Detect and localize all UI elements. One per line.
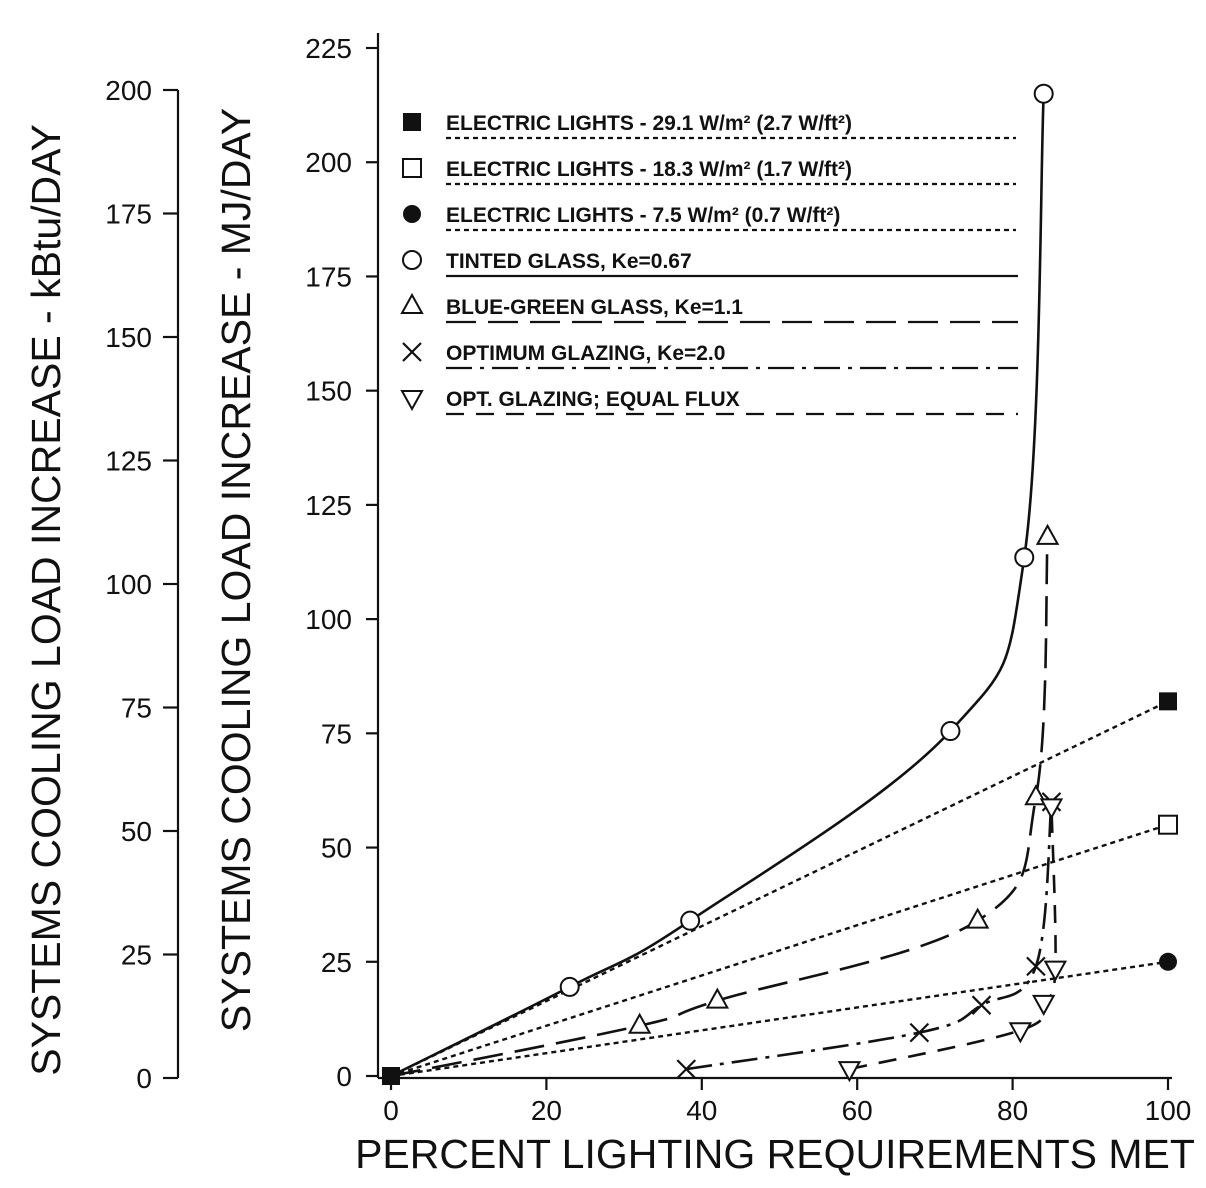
secondary-y-tick-label: 150 (105, 322, 152, 353)
y-tick-label: 0 (336, 1061, 352, 1092)
series-layer (382, 83, 1178, 1085)
data-point-down-triangle (400, 390, 424, 412)
legend-label: ELECTRIC LIGHTS - 7.5 W/m² (0.7 W/ft²) (446, 204, 840, 227)
secondary-y-tick-label: 175 (105, 199, 152, 230)
data-point-filled-square (1159, 692, 1177, 711)
data-point-open-circle (559, 976, 580, 997)
x-ticks: 0 20 40 60 80 100 (383, 1078, 1191, 1126)
y-tick-label: 75 (321, 718, 352, 749)
secondary-y-ticks: 0 25 50 75 100 125 150 175 200 (105, 75, 178, 1094)
series-line (390, 536, 1049, 1078)
secondary-y-tick-label: 25 (121, 940, 152, 971)
data-point-open-triangle (400, 292, 424, 314)
y-tick-label: 25 (321, 947, 352, 978)
series-line (686, 801, 1053, 1071)
secondary-y-tick-label: 200 (105, 75, 152, 106)
x-tick-label: 0 (383, 1095, 399, 1126)
legend-label: ELECTRIC LIGHTS - 18.3 W/m² (1.7 W/ft²) (446, 158, 852, 181)
data-point-open-triangle (705, 987, 730, 1009)
primary-y-axis: 0 25 50 75 100 125 150 175 200 225 (305, 33, 380, 1092)
data-point-open-square (402, 158, 422, 178)
data-point-open-circle (402, 250, 422, 270)
x-axis: 0 20 40 60 80 100 (378, 1076, 1191, 1126)
legend: ELECTRIC LIGHTS - 29.1 W/m² (2.7 W/ft²) E… (400, 112, 1018, 416)
series-line (390, 960, 1169, 1078)
data-point-open-square (1158, 814, 1178, 835)
series-7 (837, 798, 1068, 1083)
data-point-open-circle (680, 910, 701, 931)
series-5 (390, 523, 1060, 1078)
series-line (390, 93, 1045, 1078)
data-point-open-triangle (1035, 523, 1060, 545)
y-tick-label: 125 (305, 490, 352, 521)
legend-label: BLUE-GREEN GLASS, Ke=1.1 (446, 296, 743, 319)
data-point-open-circle (940, 721, 961, 742)
series-4 (390, 83, 1054, 1078)
data-point-x (676, 1059, 697, 1079)
primary-y-axis-title: SYSTEMS COOLING LOAD INCREASE - MJ/DAY (213, 108, 259, 1032)
legend-label: ELECTRIC LIGHTS - 29.1 W/m² (2.7 W/ft²) (446, 112, 852, 135)
secondary-y-tick-label: 125 (105, 446, 152, 477)
legend-item: ELECTRIC LIGHTS - 18.3 W/m² (1.7 W/ft²) (402, 158, 1016, 186)
secondary-y-tick-label: 100 (105, 569, 152, 600)
y-tick-label: 100 (305, 604, 352, 635)
x-tick-label: 100 (1145, 1095, 1192, 1126)
series-6 (676, 792, 1062, 1079)
data-point-x (909, 1022, 930, 1043)
x-axis-title: PERCENT LIGHTING REQUIREMENTS MET (355, 1131, 1195, 1177)
data-point-filled-circle (403, 205, 421, 223)
x-tick-label: 20 (531, 1095, 562, 1126)
data-point-x (971, 995, 992, 1015)
secondary-y-axis-title: SYSTEMS COOLING LOAD INCREASE - kBtu/DAY (23, 124, 69, 1076)
series-1 (382, 692, 1177, 1085)
legend-item: ELECTRIC LIGHTS - 29.1 W/m² (2.7 W/ft²) (403, 112, 1016, 140)
secondary-y-tick-label: 50 (121, 816, 152, 847)
data-point-x (1026, 956, 1046, 977)
data-point-filled-circle (1159, 952, 1177, 971)
data-point-down-triangle (1008, 1022, 1033, 1044)
data-point-open-triangle (965, 907, 990, 929)
data-point-open-circle (1014, 547, 1035, 568)
x-tick-label: 60 (842, 1095, 873, 1126)
data-point-x (402, 342, 422, 362)
legend-item: OPTIMUM GLAZING, Ke=2.0 (402, 342, 1018, 370)
y-tick-label: 175 (305, 261, 352, 292)
data-point-open-circle (1033, 83, 1054, 104)
legend-label: OPT. GLAZING; EQUAL FLUX (446, 388, 740, 411)
legend-label: TINTED GLASS, Ke=0.67 (446, 250, 692, 273)
data-point-open-triangle (627, 1012, 652, 1034)
series-2 (390, 814, 1178, 1078)
y-tick-label: 200 (305, 147, 352, 178)
legend-item: BLUE-GREEN GLASS, Ke=1.1 (400, 292, 1018, 324)
x-tick-label: 40 (686, 1095, 717, 1126)
legend-item: TINTED GLASS, Ke=0.67 (402, 250, 1018, 278)
data-point-down-triangle (1043, 960, 1068, 982)
legend-label: OPTIMUM GLAZING, Ke=2.0 (446, 342, 725, 365)
secondary-y-axis: 0 25 50 75 100 125 150 175 200 (105, 75, 180, 1094)
legend-item: ELECTRIC LIGHTS - 7.5 W/m² (0.7 W/ft²) (403, 204, 1016, 232)
data-point-filled-square (403, 113, 421, 131)
series-3 (390, 952, 1177, 1078)
y-tick-label: 150 (305, 376, 352, 407)
y-tick-label: 50 (321, 833, 352, 864)
x-tick-label: 80 (997, 1095, 1028, 1126)
primary-y-ticks: 0 25 50 75 100 125 150 175 200 225 (305, 33, 378, 1092)
secondary-y-tick-label: 0 (136, 1063, 152, 1094)
data-point-down-triangle (1031, 994, 1056, 1016)
data-point-down-triangle (837, 1061, 862, 1083)
y-tick-label: 225 (305, 33, 352, 64)
secondary-y-tick-label: 75 (121, 693, 152, 724)
legend-item: OPT. GLAZING; EQUAL FLUX (400, 388, 1018, 416)
series-line (390, 823, 1169, 1078)
data-point-down-triangle (1039, 798, 1064, 820)
